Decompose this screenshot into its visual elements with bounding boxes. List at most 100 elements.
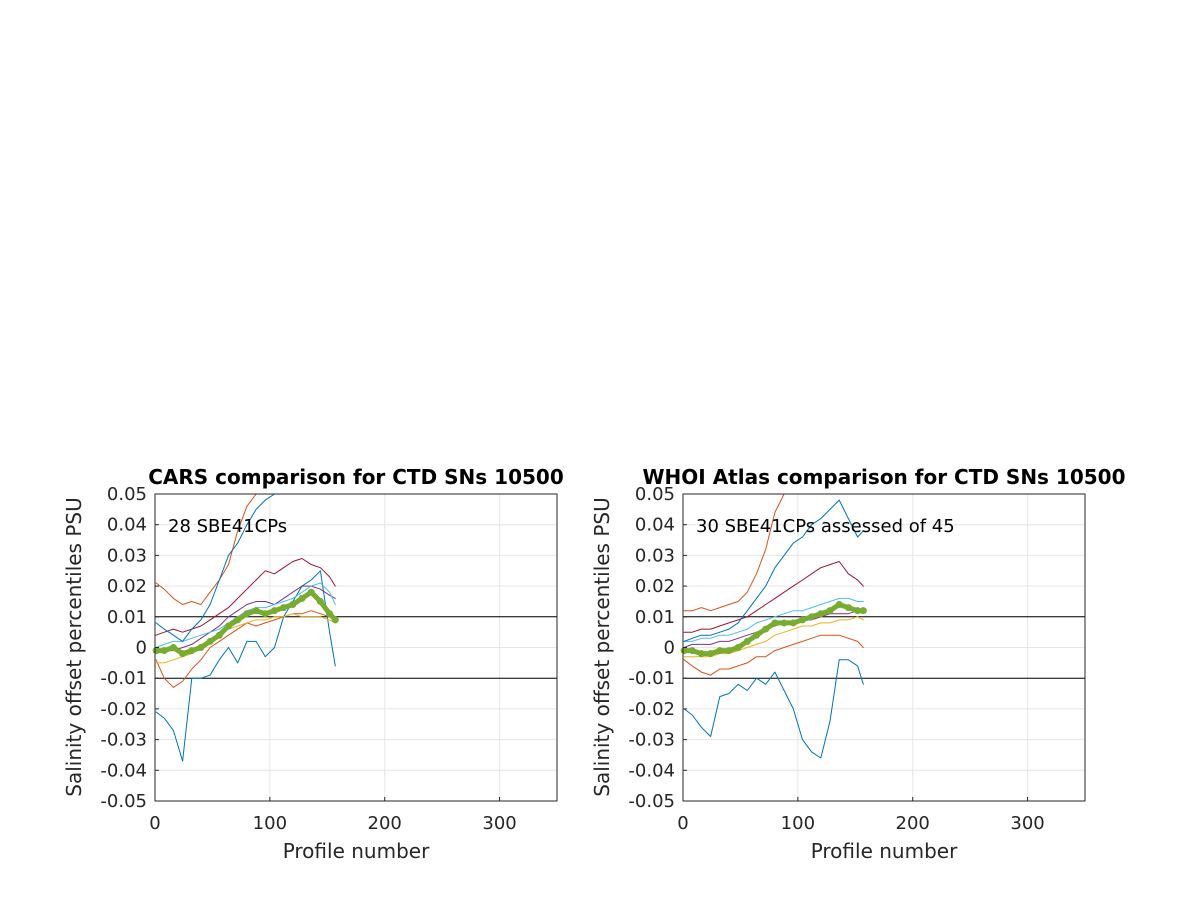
x-axis-label: Profile number <box>811 839 958 863</box>
median-point <box>771 619 779 627</box>
series-line-p5 <box>683 659 864 759</box>
y-tick-label: -0.05 <box>628 791 675 812</box>
reference-lines <box>683 616 1085 679</box>
reference-lines <box>155 616 557 679</box>
median-point <box>197 644 205 651</box>
median-point <box>188 647 196 655</box>
y-tick-label: -0.04 <box>628 760 675 781</box>
series-line-p10 <box>683 634 864 676</box>
median-point <box>697 650 705 658</box>
median-point <box>225 622 233 630</box>
series-line-p25 <box>683 616 864 658</box>
y-tick-label: 0.05 <box>107 484 147 505</box>
y-tick-label: -0.02 <box>100 699 147 720</box>
chart-whoi-atlas: -0.05 -0.04 -0.03 -0.02 -0.01 0 0.01 0.02 0.03 0.… <box>590 465 1126 863</box>
median-point <box>280 604 288 612</box>
median-point <box>298 594 306 602</box>
median-point <box>859 607 867 615</box>
median-point <box>215 631 223 639</box>
chart-title: WHOI Atlas comparison for CTD SNs 10500 <box>642 465 1125 489</box>
median-point <box>789 619 797 627</box>
y-tick-label: -0.02 <box>628 699 675 720</box>
data-series <box>152 493 339 762</box>
median-point <box>753 631 761 639</box>
chart-annotation: 28 SBE41CPs <box>168 516 287 537</box>
y-tick-label: 0.02 <box>635 576 675 597</box>
y-tick-label: -0.01 <box>100 668 147 689</box>
data-series <box>680 493 867 759</box>
median-point <box>331 616 339 624</box>
median-point <box>160 647 168 655</box>
y-tick-labels: -0.05 -0.04 -0.03 -0.02 -0.01 0 0.01 0.02 0.03 0.… <box>100 484 159 812</box>
y-tick-label: 0.05 <box>635 484 675 505</box>
x-tick-label: 0 <box>149 813 160 834</box>
median-point <box>707 650 715 658</box>
median-point <box>844 604 852 612</box>
y-tick-label: 0.03 <box>635 545 675 566</box>
median-point <box>243 610 251 618</box>
series-line-p5 <box>155 570 336 762</box>
series-line-p99 <box>683 499 864 642</box>
x-tick-label: 300 <box>482 813 516 834</box>
median-point <box>835 601 843 609</box>
median-point <box>316 597 324 605</box>
median-point <box>289 601 297 609</box>
median-point <box>688 647 696 655</box>
median-point <box>326 610 334 618</box>
median-point <box>716 647 724 655</box>
y-tick-label: 0.04 <box>635 515 675 536</box>
y-axis-label: Salinity offset percentiles PSU <box>590 497 614 796</box>
median-point <box>798 616 806 624</box>
median-point <box>307 588 315 596</box>
y-tick-label: 0.02 <box>107 576 147 597</box>
x-tick-label: 100 <box>253 813 287 834</box>
median-point <box>780 619 788 627</box>
x-tick-label: 0 <box>677 813 688 834</box>
series-line-p50 <box>155 585 336 655</box>
median-point <box>808 613 816 621</box>
x-tick-labels: 0 100 200 300 <box>149 797 517 834</box>
median-point <box>169 644 177 651</box>
x-tick-label: 100 <box>781 813 815 834</box>
median-point <box>743 637 751 645</box>
median-point <box>734 644 742 651</box>
median-point <box>826 607 834 615</box>
y-tick-label: -0.04 <box>100 760 147 781</box>
y-tick-label: 0.01 <box>635 607 675 628</box>
series-line-p25 <box>155 613 336 664</box>
median-point <box>762 625 770 633</box>
x-tick-label: 200 <box>368 813 402 834</box>
median-point <box>680 647 688 655</box>
y-tick-label: 0 <box>664 638 675 659</box>
median-point <box>206 637 214 645</box>
y-tick-label: -0.03 <box>100 730 147 751</box>
y-tick-label: 0.03 <box>107 545 147 566</box>
median-point <box>854 607 862 615</box>
x-tick-label: 300 <box>1010 813 1044 834</box>
median-point <box>179 650 187 658</box>
median-point <box>261 610 269 618</box>
x-axis-label: Profile number <box>283 839 430 863</box>
series-line-p90 <box>683 561 864 633</box>
x-tick-labels: 0 100 200 300 <box>677 797 1045 834</box>
y-tick-label: -0.01 <box>628 668 675 689</box>
y-tick-label: 0.04 <box>107 515 147 536</box>
series-line-p90 <box>155 558 336 636</box>
y-tick-label: 0.01 <box>107 607 147 628</box>
median-point <box>270 607 278 615</box>
x-tick-label: 200 <box>896 813 930 834</box>
y-tick-labels: -0.05 -0.04 -0.03 -0.02 -0.01 0 0.01 0.02 0.03 0.… <box>628 484 687 812</box>
median-point <box>152 647 160 655</box>
median-point <box>252 607 260 615</box>
chart-cars: -0.05 -0.04 -0.03 -0.02 -0.01 0 0.01 0.02 0.03 0.… <box>62 465 564 863</box>
y-tick-label: -0.03 <box>628 730 675 751</box>
y-axis-label: Salinity offset percentiles PSU <box>62 497 86 796</box>
chart-annotation: 30 SBE41CPs assessed of 45 <box>696 516 955 537</box>
y-tick-label: -0.05 <box>100 791 147 812</box>
series-line-p75 <box>683 597 864 642</box>
chart-title: CARS comparison for CTD SNs 10500 <box>148 465 563 489</box>
y-tick-label: 0 <box>136 638 147 659</box>
median-point <box>817 610 825 618</box>
